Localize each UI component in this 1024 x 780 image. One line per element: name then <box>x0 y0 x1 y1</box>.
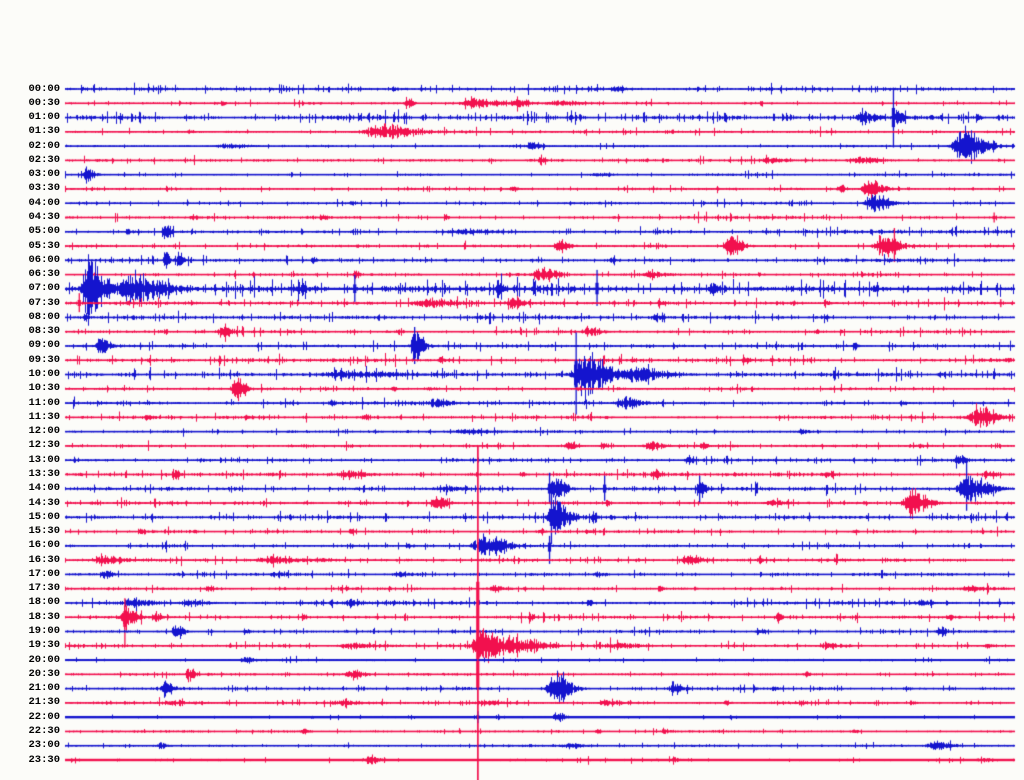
time-label: 00:00 <box>28 82 60 95</box>
time-label: 01:00 <box>28 111 60 124</box>
time-label: 20:00 <box>28 653 60 666</box>
time-label: 01:30 <box>28 125 60 138</box>
time-label: 09:00 <box>28 339 60 352</box>
time-label: 23:30 <box>28 753 60 766</box>
time-label: 02:00 <box>28 139 60 152</box>
time-label: 21:30 <box>28 696 60 709</box>
time-label: 10:30 <box>28 382 60 395</box>
time-label: 07:00 <box>28 282 60 295</box>
time-label: 16:00 <box>28 539 60 552</box>
time-label: 16:30 <box>28 553 60 566</box>
time-label: 07:30 <box>28 296 60 309</box>
time-label: 06:30 <box>28 268 60 281</box>
time-label: 23:00 <box>28 739 60 752</box>
time-label: 22:30 <box>28 724 60 737</box>
time-label: 03:30 <box>28 182 60 195</box>
time-label: 05:00 <box>28 225 60 238</box>
time-label: 09:30 <box>28 353 60 366</box>
time-label: 02:30 <box>28 153 60 166</box>
time-label: 14:00 <box>28 482 60 495</box>
time-label: 15:30 <box>28 525 60 538</box>
time-label: 03:00 <box>28 168 60 181</box>
time-label: 20:30 <box>28 667 60 680</box>
time-label: 08:00 <box>28 310 60 323</box>
time-label: 18:30 <box>28 610 60 623</box>
time-label: 10:00 <box>28 368 60 381</box>
time-label: 13:00 <box>28 453 60 466</box>
time-label: 19:00 <box>28 625 60 637</box>
time-label: 08:30 <box>28 325 60 338</box>
time-label: 05:30 <box>28 239 60 252</box>
time-label: 06:00 <box>28 253 60 266</box>
time-label: 12:00 <box>28 425 60 438</box>
time-label: 18:00 <box>28 596 60 609</box>
time-label: 00:30 <box>28 96 60 109</box>
time-label: 04:30 <box>28 210 60 223</box>
time-label: 17:30 <box>28 582 60 595</box>
time-label: 04:00 <box>28 196 60 209</box>
time-label: 11:30 <box>28 410 60 423</box>
time-label: 13:30 <box>28 467 60 480</box>
time-label: 21:00 <box>28 682 60 695</box>
time-label: 15:00 <box>28 510 60 523</box>
time-label: 11:00 <box>28 396 60 409</box>
time-label: 12:30 <box>28 439 60 452</box>
time-label: 17:00 <box>28 567 60 580</box>
time-label: 19:30 <box>28 639 60 652</box>
time-label: 22:00 <box>28 710 60 723</box>
time-label: 14:30 <box>28 496 60 509</box>
